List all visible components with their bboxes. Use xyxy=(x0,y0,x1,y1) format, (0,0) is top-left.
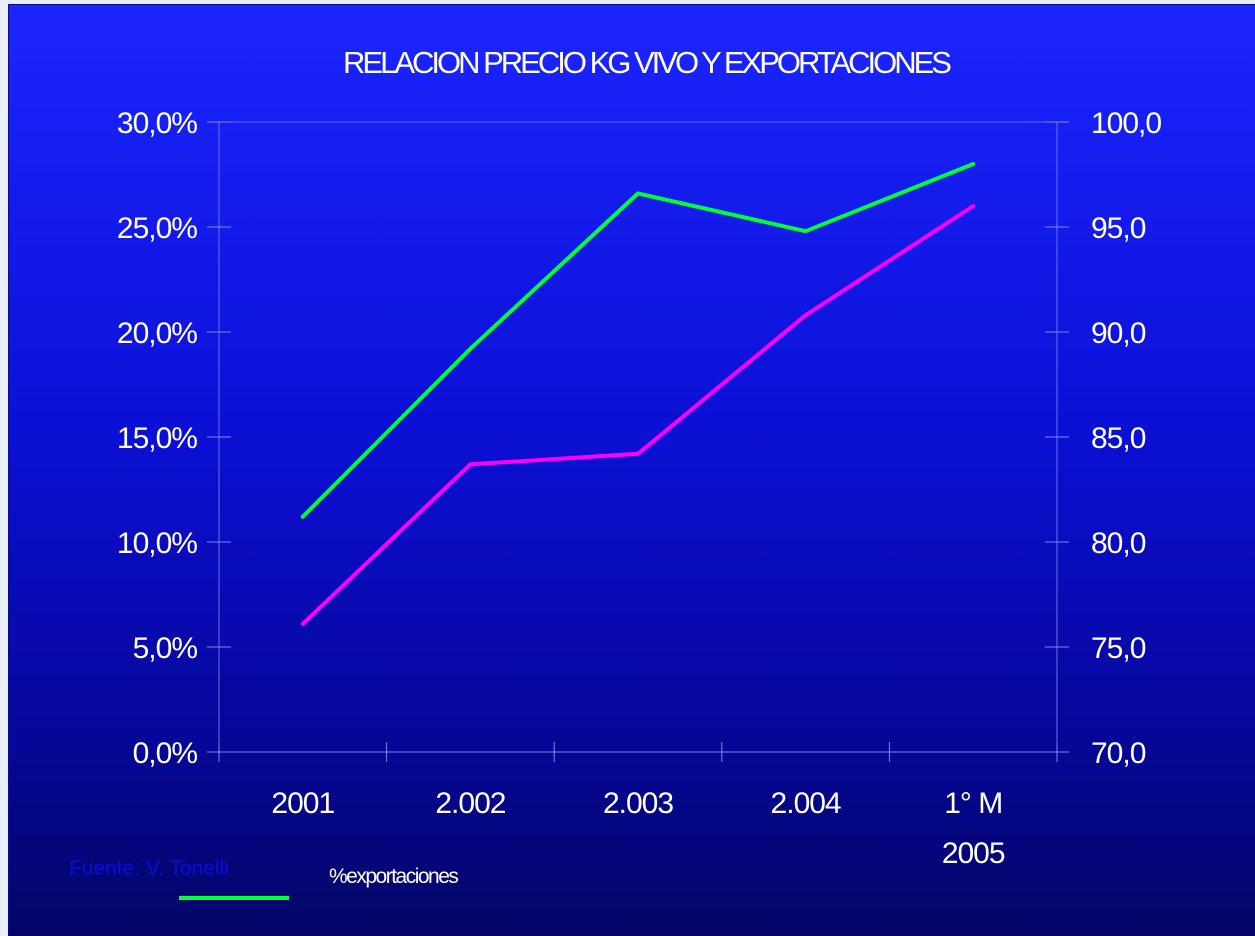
series-line-precio-kg-vivo xyxy=(300,204,976,626)
y-left-tick-label: 0,0% xyxy=(133,737,198,770)
x-tick-label: 2.003 xyxy=(603,787,673,820)
x-tick-label: 2.002 xyxy=(435,787,505,820)
x-tick-label: 1° M xyxy=(944,787,1002,820)
y-left-tick-label: 25,0% xyxy=(117,212,197,245)
x-tick-label: 2.004 xyxy=(771,787,841,820)
axes: 0,0% 5,0% 10,0% 15,0% 20,0% 25,0% 30,0% 70,0 75,… xyxy=(117,107,1162,870)
y-left-tick-label: 10,0% xyxy=(117,527,197,560)
chart-slide: RELACION PRECIO KG VIVO Y EXPORTACIONES … xyxy=(8,4,1255,936)
y-left-tick-label: 30,0% xyxy=(117,107,197,140)
y-left-tick-label: 15,0% xyxy=(117,422,197,455)
y-right-tick-label: 75,0 xyxy=(1091,632,1146,665)
y-left-tick-label: 20,0% xyxy=(117,317,197,350)
y-right-tick-label: 90,0 xyxy=(1091,317,1146,350)
series-line-exportaciones xyxy=(300,162,976,519)
y-right-tick-label: 70,0 xyxy=(1091,737,1146,770)
legend-label-exportaciones: %exportaciones xyxy=(329,865,458,888)
y-left-tick-label: 5,0% xyxy=(133,632,198,665)
y-right-tick-label: 100,0 xyxy=(1091,107,1161,140)
y-right-tick-label: 95,0 xyxy=(1091,212,1146,245)
y-right-tick-label: 85,0 xyxy=(1091,422,1146,455)
plot-area-frame xyxy=(218,121,1058,753)
series-lines xyxy=(300,162,976,626)
source-note: Fuente: V. Tonelli xyxy=(69,857,229,880)
x-tick-label: 2005 xyxy=(942,837,1005,870)
y-right-tick-label: 80,0 xyxy=(1091,527,1146,560)
line-chart: RELACION PRECIO KG VIVO Y EXPORTACIONES … xyxy=(69,45,1162,900)
x-tick-label: 2001 xyxy=(271,787,334,820)
chart-title: RELACION PRECIO KG VIVO Y EXPORTACIONES xyxy=(343,45,951,80)
